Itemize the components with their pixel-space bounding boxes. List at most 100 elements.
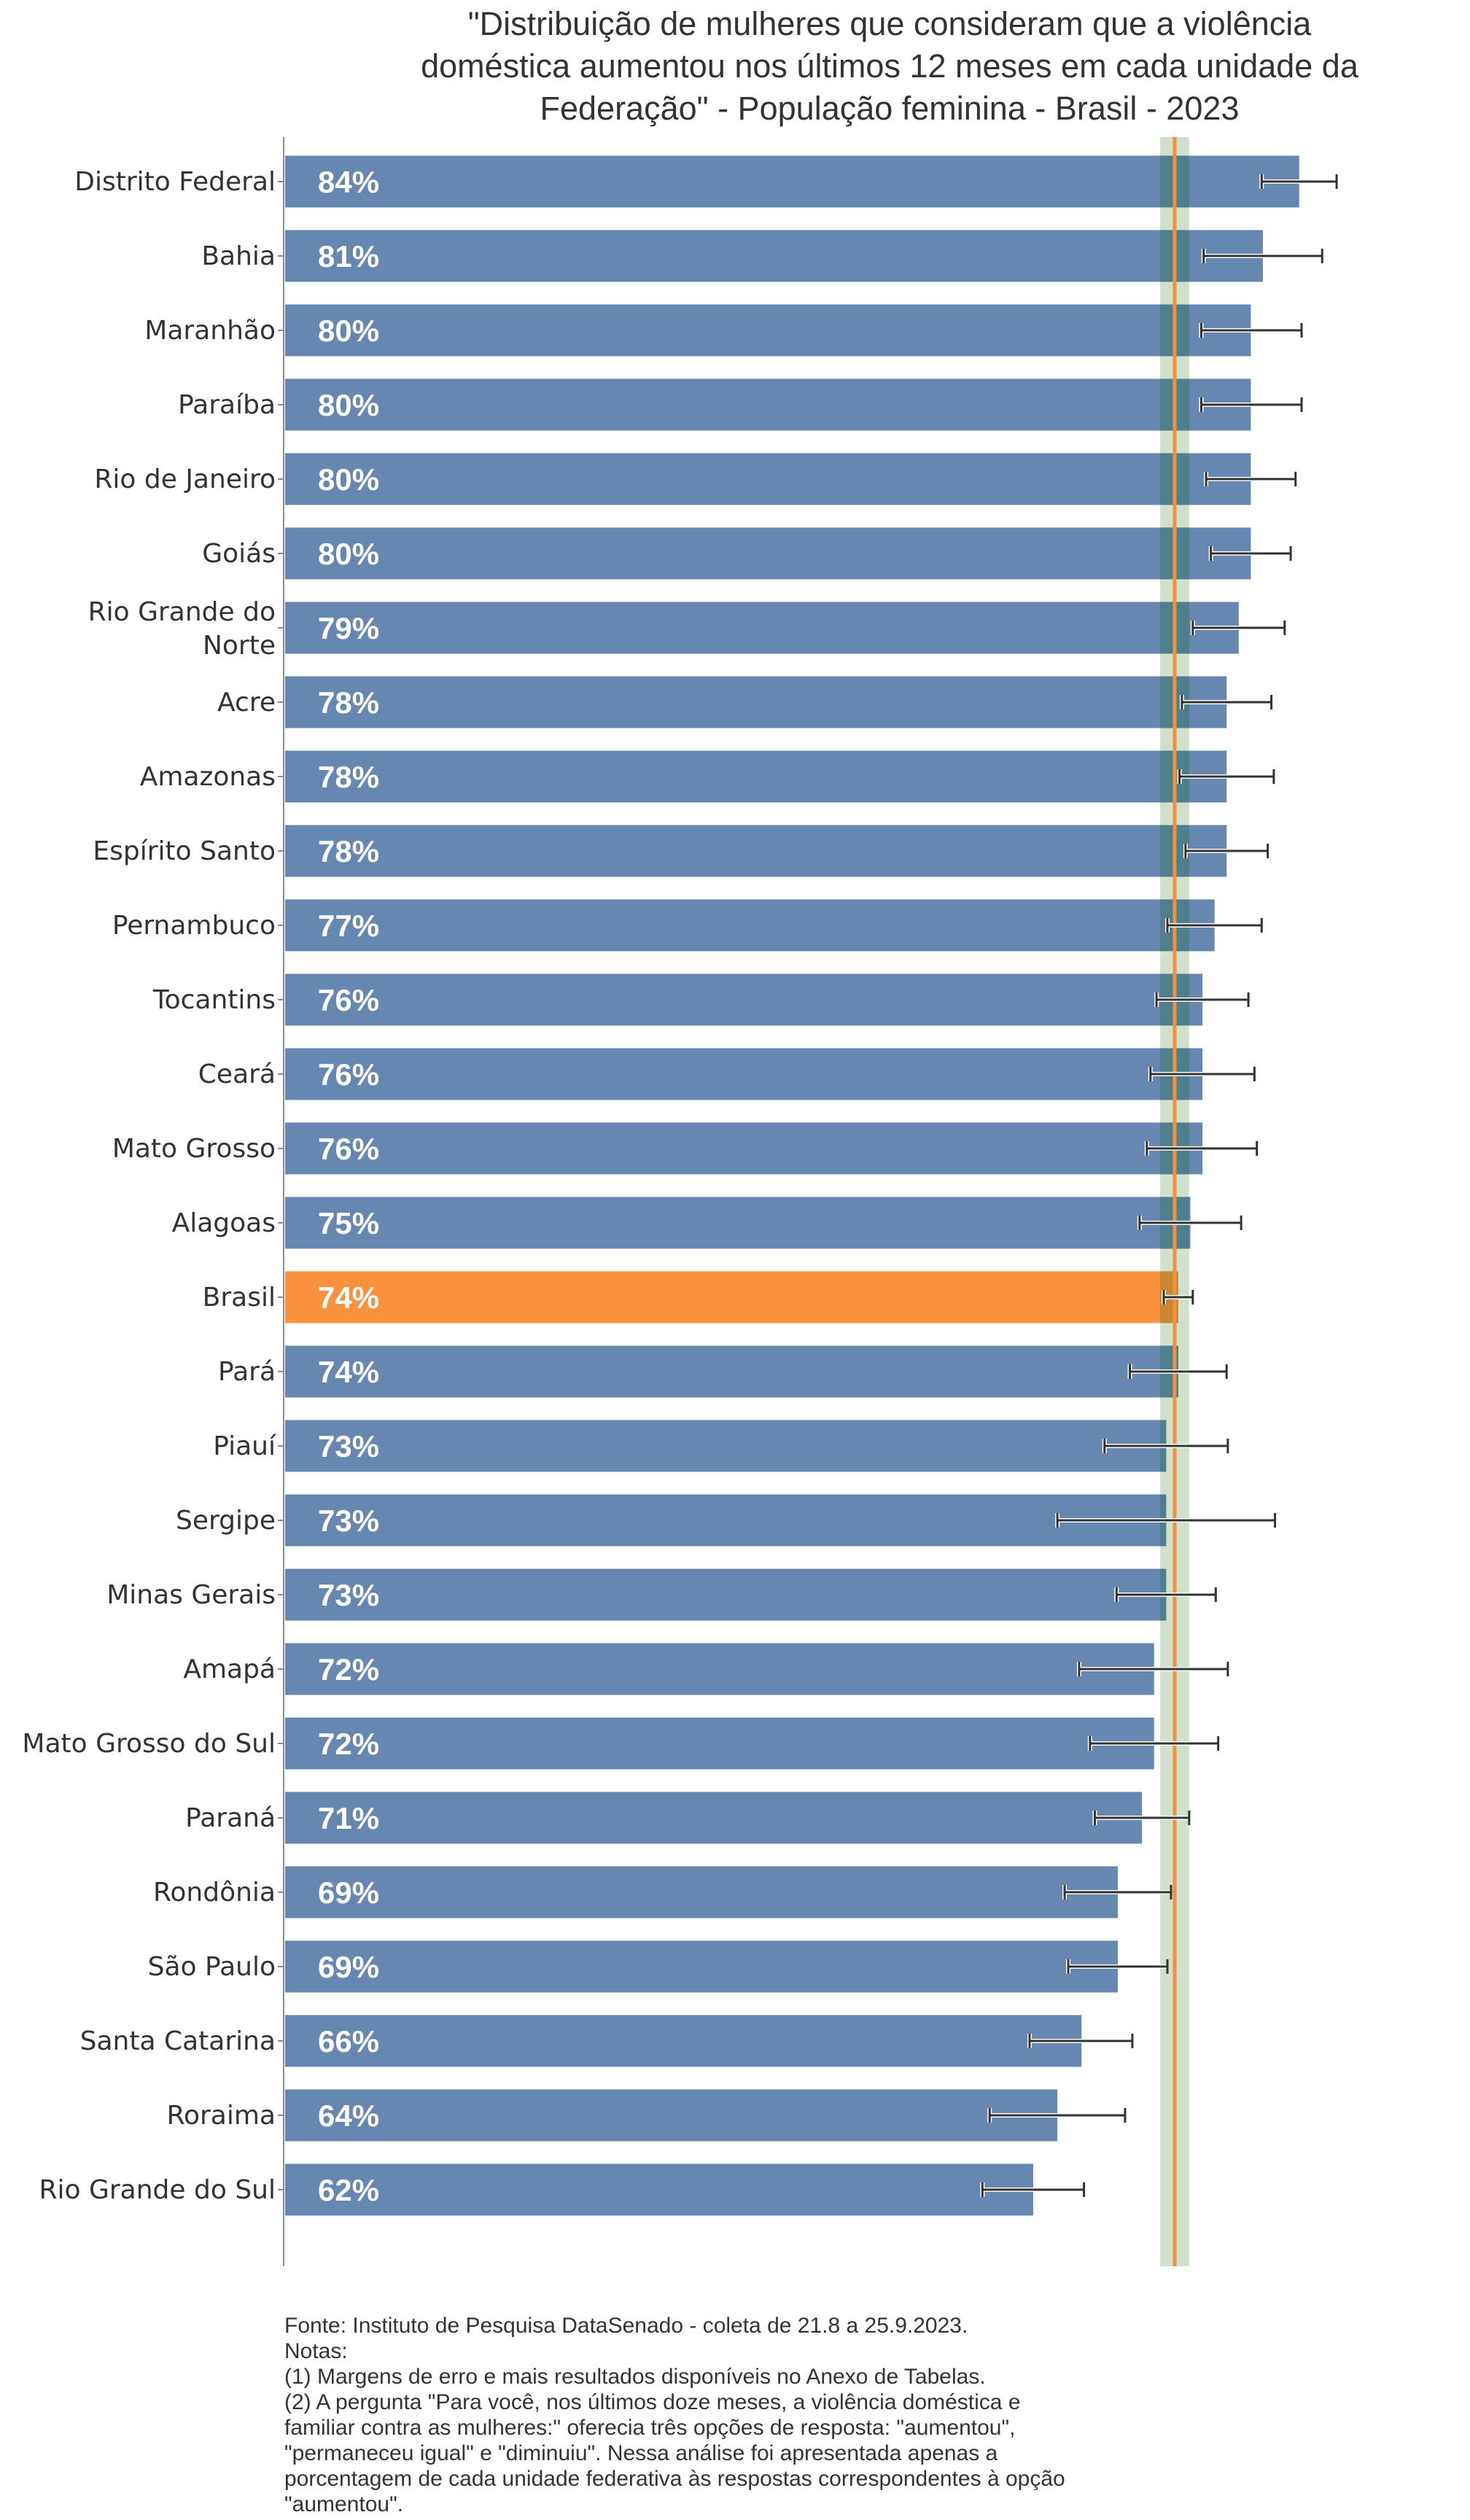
- bar: [285, 527, 1251, 580]
- bar-value-label: 75%: [318, 1206, 379, 1240]
- bar-chart: 84% Distrito Federal 81% Bahia 80% Maranhão 80…: [22, 137, 1338, 2266]
- bar: [285, 1420, 1167, 1472]
- note-2-line: "permaneceu igual" e "diminuiu". Nessa a…: [284, 2441, 998, 2465]
- category-label: Goiás: [202, 539, 276, 569]
- category-label: Brasil: [203, 1283, 276, 1312]
- bar-value-label: 73%: [318, 1429, 379, 1463]
- bar-value-label: 76%: [318, 983, 379, 1017]
- note-2-line: "aumentou".: [284, 2492, 404, 2516]
- bar: [285, 1048, 1203, 1100]
- bar: [285, 1717, 1154, 1770]
- category-label: Pará: [218, 1357, 276, 1387]
- bar: [285, 1568, 1167, 1621]
- category-label: Santa Catarina: [80, 2026, 276, 2056]
- bar-value-label: 62%: [318, 2173, 379, 2207]
- bar-value-label: 72%: [318, 1652, 379, 1687]
- category-label: Espírito Santo: [93, 836, 276, 866]
- category-label: Ceará: [198, 1059, 276, 1089]
- category-label: Mato Grosso do Sul: [22, 1729, 276, 1759]
- bar-value-label: 73%: [318, 1578, 379, 1612]
- bar: [285, 750, 1227, 803]
- bar-value-label: 81%: [318, 239, 379, 273]
- bar: [285, 378, 1251, 431]
- note-2-line: familiar contra as mulheres:" oferecia t…: [284, 2416, 1016, 2440]
- bar: [285, 2089, 1058, 2142]
- source-note: Fonte: Instituto de Pesquisa DataSenado …: [284, 2314, 968, 2338]
- bar: [285, 2163, 1033, 2216]
- bar: [285, 230, 1263, 282]
- bar-value-label: 80%: [318, 388, 379, 422]
- bar: [285, 973, 1203, 1026]
- bar-value-label: 80%: [318, 537, 379, 571]
- bar-value-label: 74%: [318, 1280, 379, 1315]
- bar: [285, 1866, 1119, 1918]
- labels-layer: 84% Distrito Federal 81% Bahia 80% Maranhão 80…: [22, 165, 379, 2207]
- bar: [285, 1792, 1143, 1844]
- notes-label: Notas:: [284, 2339, 348, 2363]
- category-label: Distrito Federal: [74, 167, 276, 197]
- bar: [285, 899, 1215, 952]
- bar-value-label: 73%: [318, 1504, 379, 1538]
- category-label: Bahia: [201, 241, 276, 271]
- bar: [285, 453, 1251, 505]
- category-label: Piauí: [213, 1431, 276, 1461]
- bar-value-label: 77%: [318, 909, 379, 943]
- chart-title-line: doméstica aumentou nos últimos 12 meses …: [421, 47, 1358, 85]
- category-label: Amazonas: [140, 762, 276, 792]
- category-label: Minas Gerais: [106, 1580, 276, 1610]
- bar-value-label: 78%: [318, 685, 379, 720]
- bar-value-label: 64%: [318, 2099, 379, 2133]
- bar: [285, 155, 1299, 208]
- category-label: Pernambuco: [112, 911, 276, 941]
- bar-highlight: [285, 1271, 1178, 1323]
- bar-value-label: 69%: [318, 1875, 379, 1910]
- bar: [285, 1643, 1154, 1695]
- bar-value-label: 72%: [318, 1727, 379, 1761]
- bar-value-label: 78%: [318, 760, 379, 794]
- bar-value-label: 80%: [318, 314, 379, 348]
- bar: [285, 2015, 1082, 2067]
- reference-line-layer: [1172, 137, 1177, 2266]
- bar-value-label: 69%: [318, 1950, 379, 1984]
- category-label: Tocantins: [152, 985, 276, 1015]
- note-2-line: porcentagem de cada unidade federativa à…: [284, 2467, 1065, 2491]
- bar: [285, 602, 1239, 654]
- category-label: Mato Grosso: [112, 1134, 276, 1164]
- bar-value-label: 76%: [318, 1132, 379, 1166]
- category-label: Acre: [217, 688, 276, 718]
- category-label: Paraíba: [178, 390, 276, 420]
- category-label: São Paulo: [148, 1952, 276, 1982]
- reference-line: [1172, 137, 1177, 2266]
- category-label: Norte: [203, 631, 276, 661]
- bar-value-label: 74%: [318, 1355, 379, 1389]
- chart-title-line: "Distribuição de mulheres que consideram…: [467, 5, 1312, 42]
- error-bars-layer: [980, 174, 1338, 2197]
- bar-value-label: 76%: [318, 1057, 379, 1092]
- bar: [285, 304, 1251, 357]
- bar-value-label: 84%: [318, 165, 379, 199]
- category-label: Alagoas: [172, 1208, 276, 1238]
- chart-title: "Distribuição de mulheres que consideram…: [321, 3, 1458, 130]
- category-label: Amapá: [183, 1654, 276, 1684]
- bar: [285, 1940, 1119, 1993]
- chart-footer: Fonte: Instituto de Pesquisa DataSenado …: [284, 2313, 1218, 2517]
- bar: [285, 1345, 1178, 1398]
- bar: [285, 1122, 1203, 1175]
- note-2-line: (2) A pergunta "Para você, nos últimos d…: [284, 2390, 1021, 2414]
- bars-layer: [285, 155, 1299, 2216]
- bar: [285, 825, 1227, 877]
- bar-value-label: 80%: [318, 462, 379, 497]
- bar-value-label: 79%: [318, 611, 379, 645]
- bar-value-label: 66%: [318, 2024, 379, 2058]
- category-label: Roraima: [167, 2101, 276, 2131]
- bar: [285, 1197, 1191, 1249]
- bar-value-label: 71%: [318, 1801, 379, 1835]
- note-1: (1) Margens de erro e mais resultados di…: [284, 2365, 986, 2389]
- bar-value-label: 78%: [318, 834, 379, 868]
- category-label: Paraná: [185, 1803, 276, 1833]
- category-label: Rio de Janeiro: [94, 464, 276, 494]
- category-label: Rio Grande do: [88, 597, 276, 627]
- category-label: Rio Grande do Sul: [39, 2175, 276, 2205]
- bar: [285, 1494, 1167, 1547]
- category-label: Rondônia: [153, 1878, 276, 1908]
